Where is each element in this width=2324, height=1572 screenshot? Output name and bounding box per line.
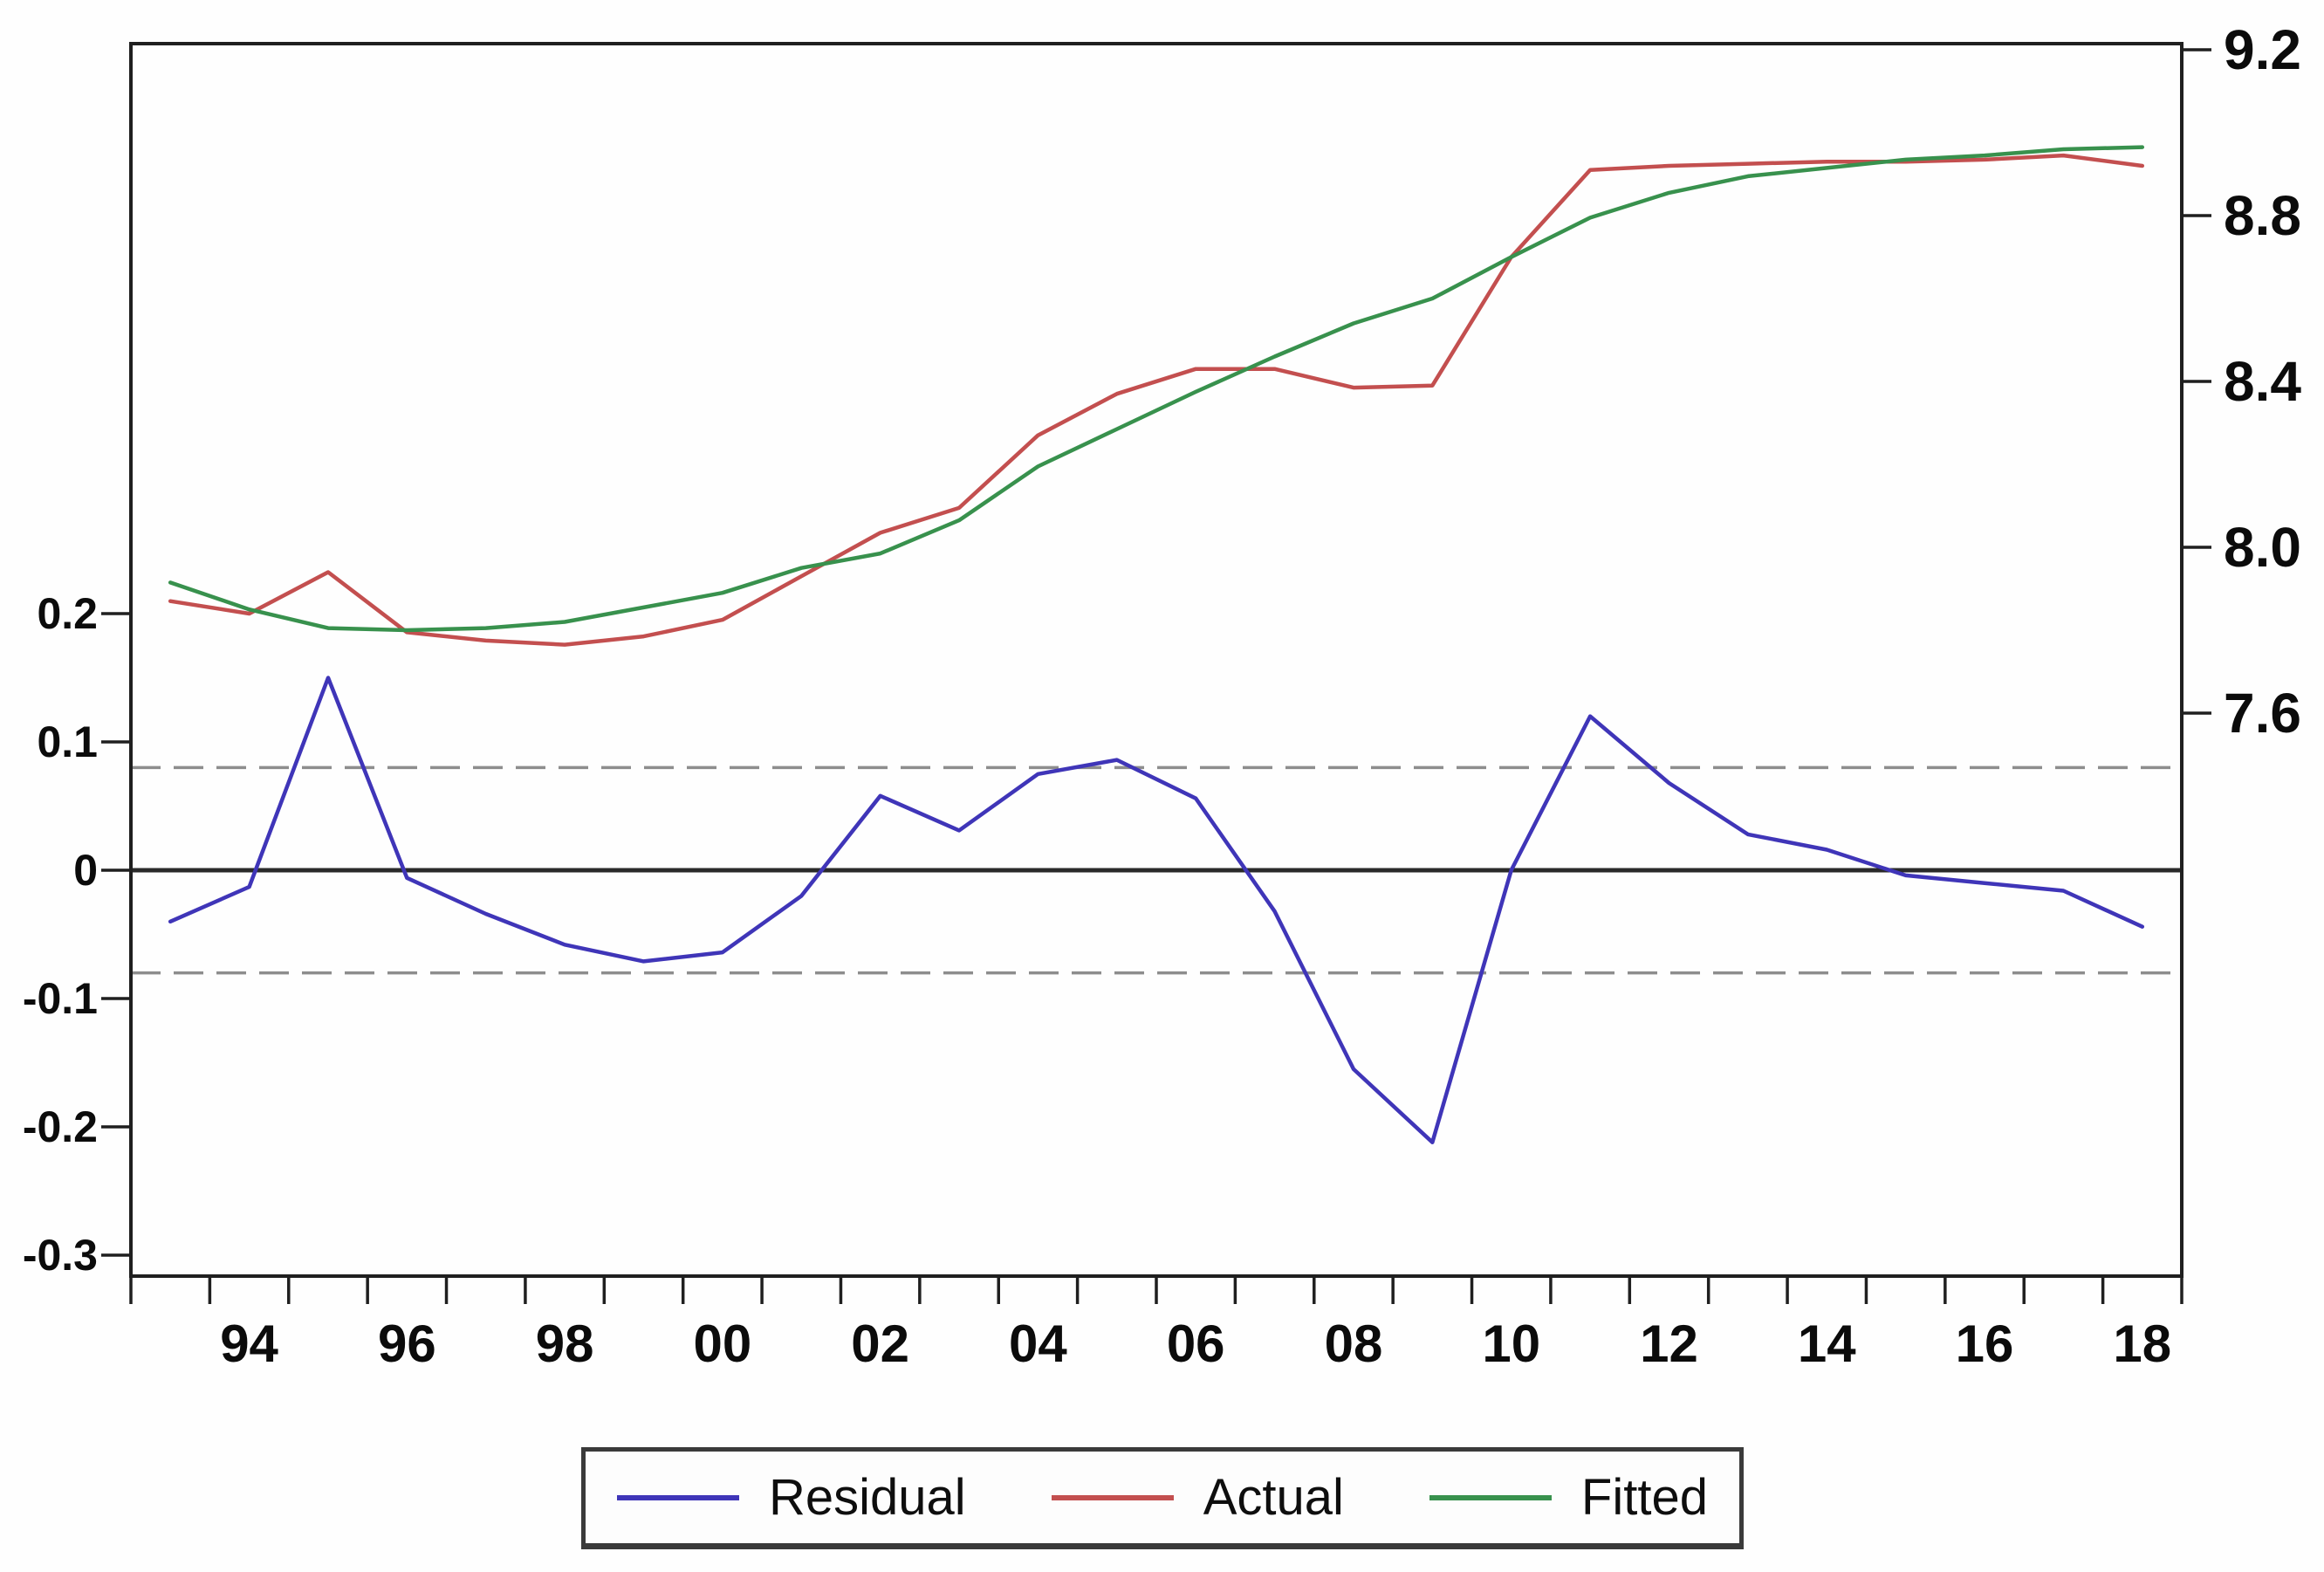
right-axis-tick-label: 8.0 [2224,516,2301,579]
left-axis-tick-label: 0 [73,846,98,895]
left-axis-tick-label: -0.2 [23,1102,98,1151]
legend-label-actual: Actual [1203,1469,1344,1526]
x-tick-label: 14 [1798,1315,1856,1373]
actual-line-swatch [1051,1494,1174,1500]
right-axis-tick-label: 8.4 [2224,350,2301,413]
x-tick-label: 98 [536,1315,594,1373]
plot-border [129,42,2183,1278]
legend: Residual Actual Fitted [581,1447,1744,1549]
right-axis-tick-label: 9.2 [2224,18,2301,81]
legend-label-fitted: Fitted [1580,1469,1708,1526]
x-tick-label: 18 [2113,1315,2171,1373]
x-tick-label: 94 [220,1315,278,1373]
x-tick-label: 96 [378,1315,436,1373]
x-tick-label: 04 [1009,1315,1067,1373]
legend-label-residual: Residual [769,1469,966,1526]
residual-line [168,676,2145,1144]
actual-line [168,153,2145,647]
legend-item-actual: Actual [1051,1468,1344,1527]
legend-item-fitted: Fitted [1429,1468,1708,1527]
x-tick-label: 10 [1482,1315,1540,1373]
x-tick-label: 00 [694,1315,752,1373]
left-axis-tick-label: -0.3 [23,1231,98,1280]
left-axis-tick-label: 0.1 [37,717,98,766]
left-axis-tick-label: -0.1 [23,974,98,1023]
x-tick-label: 16 [1956,1315,2014,1373]
left-axis-tick-label: 0.2 [37,589,98,638]
fitted-line-swatch [1429,1494,1552,1500]
x-tick-label: 08 [1325,1315,1383,1373]
x-tick-label: 06 [1167,1315,1225,1373]
fitted-line [168,145,2145,633]
right-axis-tick-label: 8.8 [2224,184,2301,247]
x-tick-label: 12 [1640,1315,1698,1373]
legend-item-residual: Residual [617,1468,966,1527]
right-axis-tick-label: 7.6 [2224,682,2301,745]
x-tick-label: 02 [851,1315,909,1373]
residual-line-swatch [617,1494,739,1500]
